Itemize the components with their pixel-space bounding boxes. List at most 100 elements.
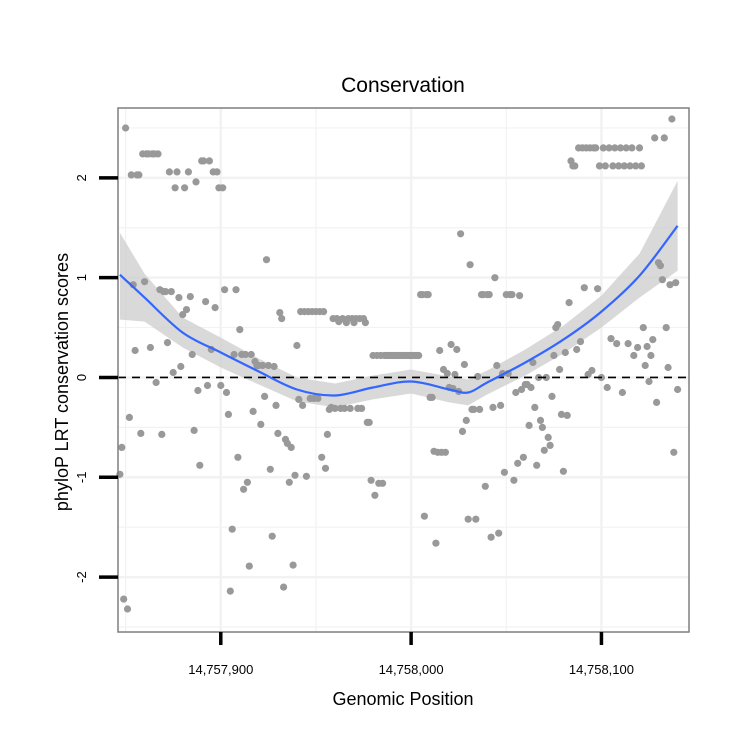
data-point [261,392,269,400]
data-point [576,338,585,346]
data-point [656,262,665,270]
data-point [563,411,571,419]
data-point [358,404,366,412]
data-point [222,388,231,397]
data-point [264,361,272,370]
data-point [241,350,250,359]
data-point [436,346,444,355]
chart-title: Conservation [341,74,465,97]
data-point [323,430,331,438]
data-point [630,351,638,360]
data-point [428,393,436,401]
data-point [367,476,375,484]
data-point [272,401,280,409]
data-point [634,343,642,352]
data-point [457,230,465,238]
data-point [141,278,149,286]
data-point [580,284,588,292]
data-point [211,304,219,312]
data-point [616,144,625,152]
confidence-ribbon [119,180,678,408]
data-point [302,472,310,480]
data-point [205,157,213,165]
data-point [213,168,221,176]
data-point [609,162,617,170]
data-point [635,144,644,152]
data-point [527,383,535,392]
data-point [371,491,379,499]
data-point [179,311,187,319]
data-point [624,340,632,348]
data-point [460,360,468,369]
y-tick-label: 0 [74,374,89,381]
data-point [557,410,566,418]
data-point [611,144,619,152]
data-point [122,124,130,132]
data-point [637,162,646,170]
data-point [531,403,539,411]
data-point [163,339,172,347]
data-point [476,405,484,413]
data-point [314,394,322,402]
data-point [674,385,682,394]
data-point [626,162,634,170]
axes: 14,757,900 14,758,000 14,758,100 -2 -1 0 1 2 [74,174,634,677]
data-point [165,168,173,176]
data-point [158,430,166,438]
data-point [232,286,240,294]
data-point [500,468,508,476]
data-point [660,134,668,142]
data-point [146,343,154,352]
data-point [245,562,253,570]
data-point [653,398,661,406]
data-point [295,395,303,403]
data-point [510,476,518,484]
data-point [443,369,451,378]
data-point [546,441,554,449]
smooth-line [119,225,679,397]
data-point [236,326,244,334]
data-point [249,407,257,415]
data-point [639,324,647,332]
data-point [672,279,680,287]
data-point [670,448,678,456]
data-point [573,345,581,354]
data-point [202,298,210,306]
data-point [240,485,248,493]
data-point [120,595,128,603]
panel-border [117,107,690,633]
data-point [226,587,234,595]
data-point [188,350,196,359]
data-point [485,291,493,299]
data-point [599,144,607,152]
data-point [618,388,627,397]
data-point [514,459,522,467]
confidence-band [119,180,678,408]
data-point [508,291,516,299]
data-point [420,512,428,520]
data-point [184,168,192,176]
data-point [453,345,461,354]
y-tick-label: -2 [74,571,89,583]
data-point [361,319,369,327]
data-point [458,427,467,435]
x-tick-label: 14,758,100 [569,662,634,677]
data-point [321,464,330,472]
data-point [666,281,674,289]
data-point [169,368,177,377]
data-point [173,168,181,176]
data-point [601,162,609,170]
data-point [200,157,208,165]
data-point [127,171,135,179]
data-point [182,306,191,314]
data-point [287,443,295,451]
data-points [116,115,682,613]
data-point [516,292,524,300]
data-point [318,453,326,461]
data-point [559,467,568,475]
data-point [203,381,212,390]
data-point [194,386,202,395]
data-point [346,404,354,412]
data-point [561,348,569,357]
